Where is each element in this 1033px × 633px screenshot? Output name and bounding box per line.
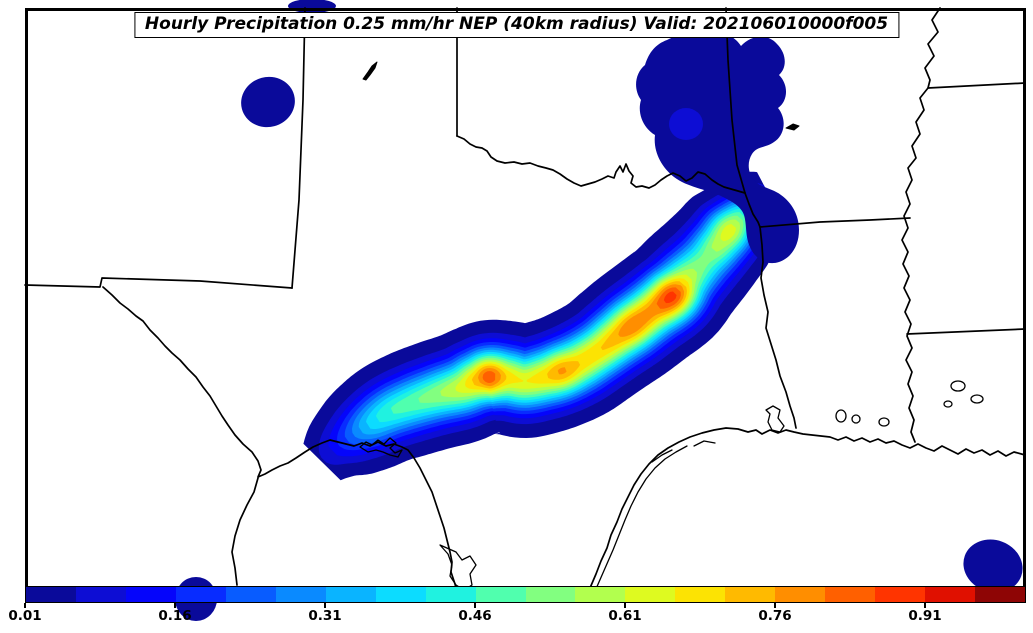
southeast-gulf-blob (963, 539, 1023, 593)
colorbar-segment (525, 587, 576, 602)
contour-level-0.76 (557, 367, 567, 375)
colorbar-segment (625, 587, 676, 602)
border-nm-south (24, 277, 293, 289)
lake-amistad (359, 437, 403, 458)
coastal-inlets (651, 440, 716, 463)
lake-pontchartrain (950, 380, 966, 392)
colorbar-tick (924, 603, 926, 608)
lake-falcon (439, 544, 477, 591)
contour-level-0.86 (663, 291, 677, 304)
colorbar-segment (925, 587, 976, 602)
border-mexico-states (231, 477, 259, 586)
colorbar-tick-label: 0.31 (308, 608, 342, 624)
lake-ok-panhandle (362, 61, 378, 81)
colorbar-segment (875, 587, 926, 602)
barrier-islands (591, 445, 688, 599)
river-red-river (456, 135, 746, 194)
border-tn-ms (927, 82, 1026, 89)
colorbar-segment (125, 587, 176, 602)
colorbar-tick-label: 0.91 (908, 608, 942, 624)
colorbar-tick-label: 0.76 (758, 608, 792, 624)
oklahoma-arkansas-blob (636, 33, 799, 264)
colorbar-segment (375, 587, 426, 602)
northwest-low-prob-blob (241, 76, 295, 128)
colorbar-tick (324, 603, 326, 608)
river-rio-grande (102, 286, 459, 597)
border-ar-la (759, 217, 911, 228)
border-tx-ar (744, 192, 761, 228)
colorbar-segment (325, 587, 376, 602)
colorbar-segment (475, 587, 526, 602)
lake-white (878, 417, 890, 427)
contour-level-0.56 (440, 268, 697, 398)
colorbar-tick (24, 603, 26, 608)
colorbar-segment (425, 587, 476, 602)
colorbar-tick (174, 603, 176, 608)
lake-borgne (970, 394, 984, 404)
precip-contours (175, 0, 1023, 621)
border-ok-ar (725, 7, 746, 194)
lake-maurepas (943, 400, 953, 408)
colorbar (25, 586, 1026, 603)
colorbar-segment (675, 587, 726, 602)
oklahoma-blob-inner-patch (669, 108, 703, 140)
colorbar-tick-label: 0.61 (608, 608, 642, 624)
colorbar-segment (75, 587, 126, 602)
colorbar-segment (175, 587, 226, 602)
colorbar-segment (725, 587, 776, 602)
contour-level-0.81 (482, 371, 496, 383)
colorbar-segment (225, 587, 276, 602)
colorbar-tick-label: 0.16 (158, 608, 192, 624)
lake-calcasieu (835, 409, 847, 423)
border-tx-la-sabine (759, 226, 797, 429)
border-tx-nm-vertical (291, 7, 306, 289)
colorbar-tick (474, 603, 476, 608)
plot-title: Hourly Precipitation 0.25 mm/hr NEP (40k… (133, 12, 900, 38)
colorbar-segment (275, 587, 326, 602)
lake-millwood (785, 123, 800, 131)
gulf-coastline (584, 427, 1026, 603)
lake-grand (851, 414, 861, 424)
colorbar-tick-label: 0.46 (458, 608, 492, 624)
colorbar-segment (775, 587, 826, 602)
river-mississippi (901, 7, 941, 443)
colorbar-segment (975, 587, 1026, 602)
colorbar-tick (774, 603, 776, 608)
colorbar-segment (575, 587, 626, 602)
colorbar-tick (624, 603, 626, 608)
colorbar-segment (825, 587, 876, 602)
border-la-ms (906, 328, 1026, 335)
colorbar-tick-label: 0.01 (8, 608, 42, 624)
colorbar-segment (26, 587, 76, 602)
contour-level-0.61 (720, 224, 736, 242)
colorbar-ticks: 0.01 0.16 0.31 0.46 0.61 0.76 0.91 (8, 602, 1026, 630)
galveston-bay (765, 405, 785, 433)
